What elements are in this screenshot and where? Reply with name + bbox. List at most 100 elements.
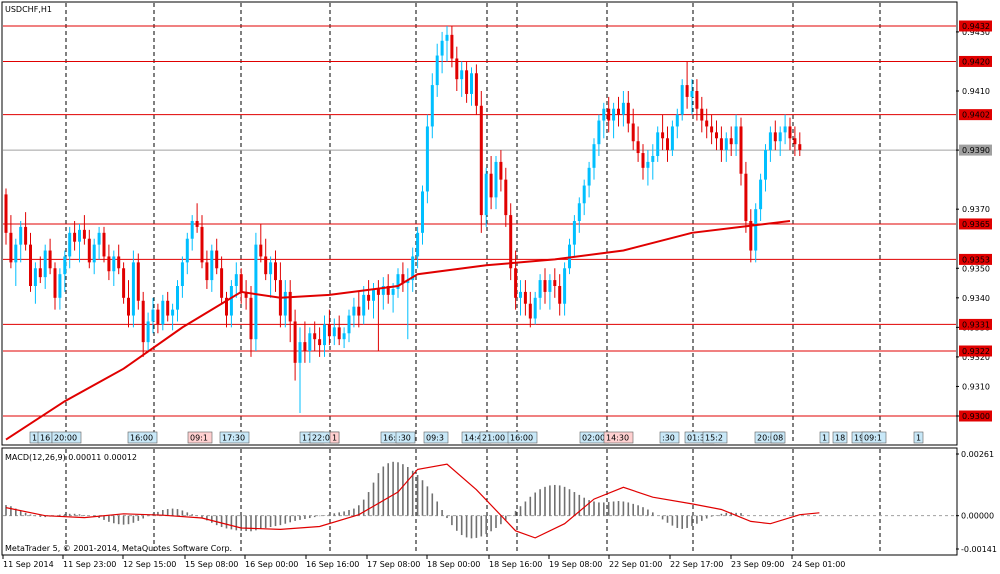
candle-body [646, 161, 650, 168]
level-price-box [959, 20, 992, 32]
y-tick-label: 0.9320 [962, 353, 990, 362]
candle-body [430, 85, 434, 127]
candle-body [43, 250, 47, 278]
candle-body [141, 300, 145, 343]
event-label: :30 [398, 434, 411, 443]
x-tick-label: 17 Sep 08:00 [367, 560, 420, 569]
candle-body [73, 232, 77, 242]
candle-body [323, 324, 326, 346]
candle-body [318, 339, 322, 346]
event-label: 20:00 [54, 434, 77, 443]
candle-body [367, 294, 371, 301]
event-marker [603, 431, 634, 444]
candle-body [406, 280, 410, 284]
candle-body [176, 286, 179, 310]
event-label: 21:00 [482, 434, 505, 443]
candle-body [768, 132, 772, 151]
macd-y-tick-label: 0.00261 [961, 450, 994, 459]
candle-body [626, 102, 630, 124]
event-label: 09:3 [426, 434, 444, 443]
candle-body [460, 70, 464, 80]
candle-body [156, 309, 160, 325]
candle-body [185, 238, 189, 263]
candle-body [401, 274, 405, 284]
candle-body [651, 156, 655, 162]
candle-body [538, 280, 542, 298]
candle-body [381, 286, 385, 295]
candle-body [357, 306, 361, 316]
candle-body [166, 300, 170, 316]
candle-body [788, 126, 792, 139]
candle-body [715, 132, 718, 139]
candle-body [734, 126, 738, 145]
level-price-box [959, 410, 992, 422]
event-label: :30 [662, 434, 675, 443]
macd-y-tick-label: -0.00141 [961, 545, 997, 554]
candle-body [440, 40, 444, 56]
candle-body [244, 291, 248, 298]
event-marker [127, 431, 158, 444]
candle-body [754, 209, 758, 251]
candle-body [470, 73, 473, 94]
y-tick-label: 0.9370 [962, 205, 990, 214]
candle-body [283, 291, 287, 316]
event-marker [507, 431, 538, 444]
level-price-label: 0.9353 [962, 255, 990, 264]
candle-body [391, 288, 395, 295]
level-price-label: 0.9432 [962, 22, 990, 31]
candle-body [48, 250, 52, 269]
macd-y-tick-label: 0.00000 [961, 512, 994, 521]
event-marker [861, 431, 887, 444]
candle-body [347, 315, 351, 334]
candle-body [421, 191, 424, 233]
candle-body [764, 150, 767, 180]
candle-body [739, 126, 743, 174]
event-label: 08 [773, 434, 783, 443]
candle-body [33, 268, 37, 286]
x-tick-label: 15 Sep 08:00 [185, 560, 238, 569]
candle-body [303, 342, 307, 351]
candle-body [474, 73, 478, 106]
event-marker [187, 431, 213, 444]
x-tick-label: 18 Sep 00:00 [427, 560, 480, 569]
candle-body [107, 256, 111, 272]
price-levels [3, 25, 956, 417]
candle-body [670, 126, 674, 151]
candle-body [264, 256, 268, 275]
candle-body [190, 221, 194, 239]
candle-body [313, 333, 317, 340]
candle-body [122, 268, 126, 298]
event-marker [819, 431, 830, 444]
event-label: 01:30 [687, 434, 710, 443]
candle-body [572, 221, 576, 245]
macd-panel[interactable] [1, 447, 958, 556]
candle-body [19, 226, 23, 245]
y-tick-label: 0.9430 [962, 28, 990, 37]
candle-body [489, 173, 493, 198]
macd-signal-line [5, 463, 820, 539]
candle-body [146, 321, 150, 343]
level-price-label: 0.9420 [962, 57, 990, 66]
event-label: 09:1 [190, 434, 208, 443]
x-tick-label: 11 Sep 2014 [3, 560, 54, 569]
candle-body [332, 327, 336, 337]
event-label: 16:00 [510, 434, 533, 443]
candle-body [729, 138, 733, 145]
x-tick-label: 22 Sep 17:00 [670, 560, 723, 569]
candle-body [504, 179, 508, 216]
candle-body [749, 221, 753, 251]
candle-body [58, 274, 62, 298]
candle-body [602, 108, 606, 121]
event-label: 20:00 [757, 434, 780, 443]
level-price-label: 0.9365 [962, 220, 990, 229]
candle-body [352, 306, 356, 316]
candle-body [509, 215, 513, 269]
candle-body [543, 280, 547, 292]
event-label: 14:30 [606, 434, 629, 443]
candle-body [553, 280, 557, 286]
level-price-box [959, 318, 992, 330]
event-label: 14:45 [464, 434, 487, 443]
candle-body [68, 232, 72, 257]
candle-body [376, 288, 380, 295]
